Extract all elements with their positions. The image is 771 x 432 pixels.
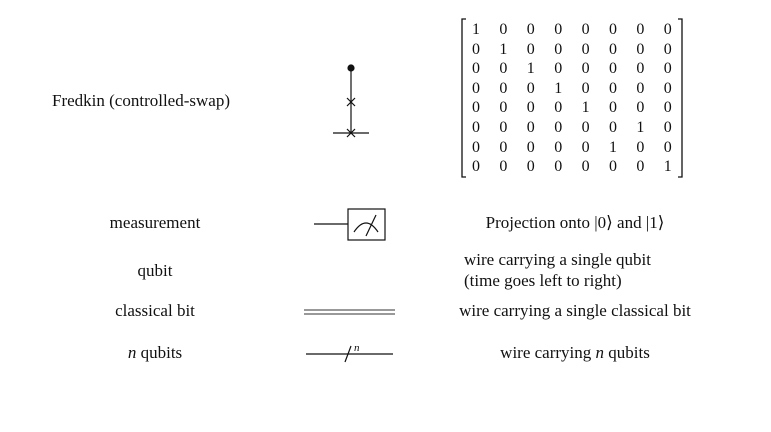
n-qubits-description: wire carrying n qubits	[445, 344, 705, 361]
qubit-description-line2: (time goes left to right)	[464, 271, 622, 290]
matrix-cell: 0	[472, 40, 480, 58]
meter-dial	[353, 222, 379, 233]
classical-bit-description: wire carrying a single classical bit	[459, 301, 691, 320]
matrix-cell: 1	[499, 40, 508, 58]
matrix-cell: 0	[609, 99, 617, 117]
meter-box	[347, 208, 386, 241]
n-qubit-wire-symbol	[306, 345, 393, 363]
measurement-description: Projection onto |0⟩ and |1⟩	[485, 213, 665, 232]
matrix-cell: 0	[636, 40, 645, 58]
n-qubits-label: n qubits	[60, 344, 250, 361]
matrix-cell: 0	[499, 138, 508, 156]
fredkin-control-dot	[347, 64, 355, 72]
matrix-cell: 0	[472, 158, 480, 176]
fredkin-label: Fredkin (controlled-swap)	[52, 91, 230, 110]
matrix-cell: 0	[554, 40, 563, 58]
matrix-cell: 0	[636, 79, 645, 97]
matrix-cell: 0	[472, 138, 480, 156]
measurement-label: measurement	[109, 213, 201, 232]
qubit-label: qubit	[137, 261, 173, 280]
matrix-cell: 0	[581, 119, 590, 136]
matrix-cell: 0	[526, 21, 535, 38]
qubit-description-line1: wire carrying a single qubit	[464, 250, 651, 269]
classical-bit-label: classical bit	[115, 301, 195, 320]
fredkin-gate-symbol	[333, 64, 369, 138]
n-desc-post: qubits	[604, 343, 650, 362]
matrix-cell: 0	[609, 119, 617, 136]
matrix-cell: 0	[609, 79, 617, 97]
matrix-cell: 0	[526, 99, 535, 117]
matrix-cell: 0	[554, 158, 563, 176]
matrix-cell: 0	[526, 79, 535, 97]
matrix-cell: 1	[663, 158, 672, 176]
matrix-cell: 0	[636, 138, 645, 156]
classical-wire-symbol	[304, 309, 395, 315]
n-desc-var: n	[595, 343, 605, 362]
measurement-symbol	[314, 208, 386, 241]
matrix-cell: 1	[636, 119, 645, 136]
wire-bundle-label: n	[354, 342, 360, 354]
matrix-cell: 0	[609, 60, 617, 78]
matrix-cell: 0	[526, 158, 535, 176]
matrix-cell: 0	[472, 119, 480, 136]
matrix-cell: 0	[581, 40, 590, 58]
matrix-cell: 0	[499, 79, 508, 97]
matrix-cell: 0	[663, 40, 672, 58]
matrix-cell: 1	[554, 79, 563, 97]
matrix-cell: 0	[663, 119, 672, 136]
matrix-cell: 1	[472, 21, 480, 38]
matrix-cell: 0	[636, 21, 645, 38]
matrix-cell: 0	[472, 79, 480, 97]
matrix-cell: 1	[581, 99, 590, 117]
matrix-cell: 0	[663, 21, 672, 38]
matrix-cell: 0	[663, 138, 672, 156]
matrix-cell: 0	[636, 99, 645, 117]
matrix-cell: 0	[636, 60, 645, 78]
matrix-cell: 0	[499, 119, 508, 136]
matrix-cell: 0	[472, 60, 480, 78]
matrix-brackets	[461, 18, 683, 178]
meter-needle	[365, 214, 377, 237]
matrix-cell: 1	[609, 138, 617, 156]
matrix-cell: 0	[663, 79, 672, 97]
matrix-cell: 0	[663, 99, 672, 117]
matrix-cell: 0	[499, 60, 508, 78]
matrix-cell: 0	[526, 138, 535, 156]
matrix-cell: 0	[499, 99, 508, 117]
n-qubits-label-rest: qubits	[136, 343, 183, 362]
matrix-cell: 0	[526, 40, 535, 58]
matrix-cell: 0	[581, 138, 590, 156]
matrix-cell: 0	[554, 99, 563, 117]
matrix-cell: 0	[554, 138, 563, 156]
matrix-cell: 0	[581, 60, 590, 78]
n-variable: n	[127, 343, 137, 362]
n-desc-pre: wire carrying	[500, 343, 596, 362]
matrix-cell: 0	[609, 40, 617, 58]
matrix-cell: 0	[499, 158, 508, 176]
matrix-cell: 0	[609, 21, 617, 38]
matrix-cell: 0	[554, 60, 563, 78]
matrix-cell: 0	[554, 21, 563, 38]
matrix-cell: 0	[554, 119, 563, 136]
matrix-cell: 0	[663, 60, 672, 78]
matrix-cell: 0	[472, 99, 480, 117]
fredkin-swap-cross-2	[346, 128, 356, 138]
matrix-cell: 0	[499, 21, 508, 38]
fredkin-swap-cross-1	[346, 97, 356, 107]
matrix-cell: 0	[526, 119, 535, 136]
matrix-cell: 0	[609, 158, 617, 176]
matrix-cell: 0	[581, 158, 590, 176]
matrix-cell: 0	[636, 158, 645, 176]
matrix-cell: 0	[581, 21, 590, 38]
matrix-cell: 1	[526, 60, 535, 78]
matrix-cell: 0	[581, 79, 590, 97]
bundle-slash	[344, 345, 352, 363]
